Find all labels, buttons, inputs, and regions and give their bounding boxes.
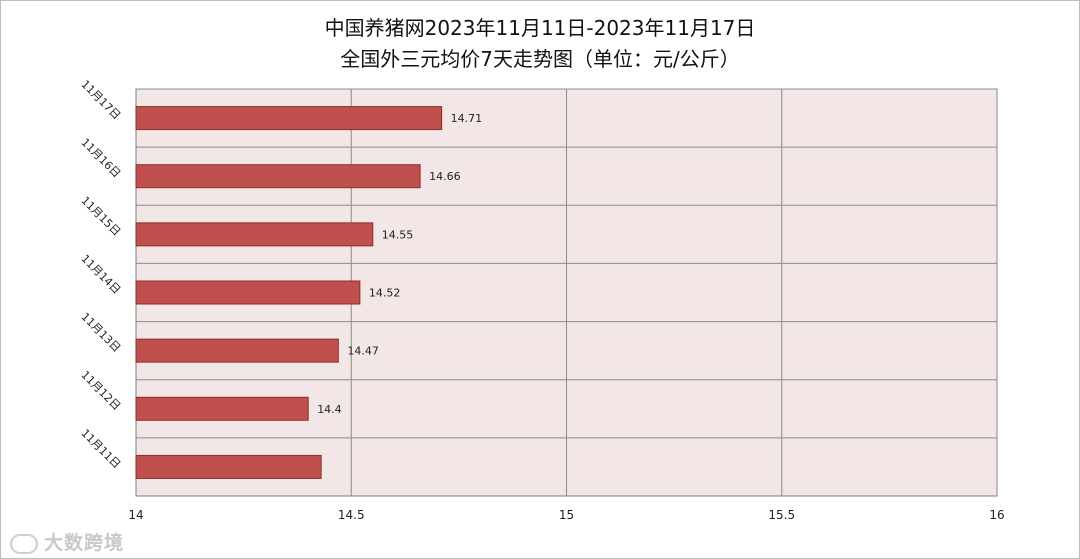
y-category-label: 11月12日 [79, 368, 124, 413]
data-label: 14.52 [369, 287, 401, 300]
bar [135, 222, 374, 247]
bar [135, 396, 309, 421]
watermark: 大数跨境 [10, 528, 124, 555]
y-category-label: 11月14日 [79, 252, 124, 297]
logo-icon [10, 533, 38, 554]
bar [135, 280, 361, 305]
y-category-label: 11月11日 [79, 427, 124, 472]
chart-subtitle: 全国外三元均价7天走势图（单位：元/公斤） [340, 47, 740, 71]
watermark-text: 大数跨境 [44, 532, 125, 554]
x-tick-label: 14 [128, 508, 143, 522]
y-category-label: 11月16日 [79, 136, 124, 181]
data-label: 14.71 [451, 112, 483, 125]
bar [135, 338, 339, 363]
data-label: 14.55 [382, 228, 414, 241]
x-tick-label: 15 [559, 508, 574, 522]
x-tick-label: 14.5 [338, 508, 365, 522]
chart-title: 中国养猪网2023年11月11日-2023年11月17日 [324, 16, 756, 40]
bar [135, 106, 443, 131]
data-label: 14.47 [347, 345, 379, 358]
y-category-label: 11月17日 [79, 78, 124, 123]
y-category-label: 11月13日 [79, 310, 124, 355]
data-label: 14.66 [429, 170, 461, 183]
data-label: 14.4 [317, 403, 342, 416]
x-tick-label: 16 [989, 508, 1004, 522]
bar [135, 164, 421, 189]
x-tick-label: 15.5 [768, 508, 795, 522]
bar [135, 454, 322, 479]
y-category-label: 11月15日 [79, 194, 124, 239]
